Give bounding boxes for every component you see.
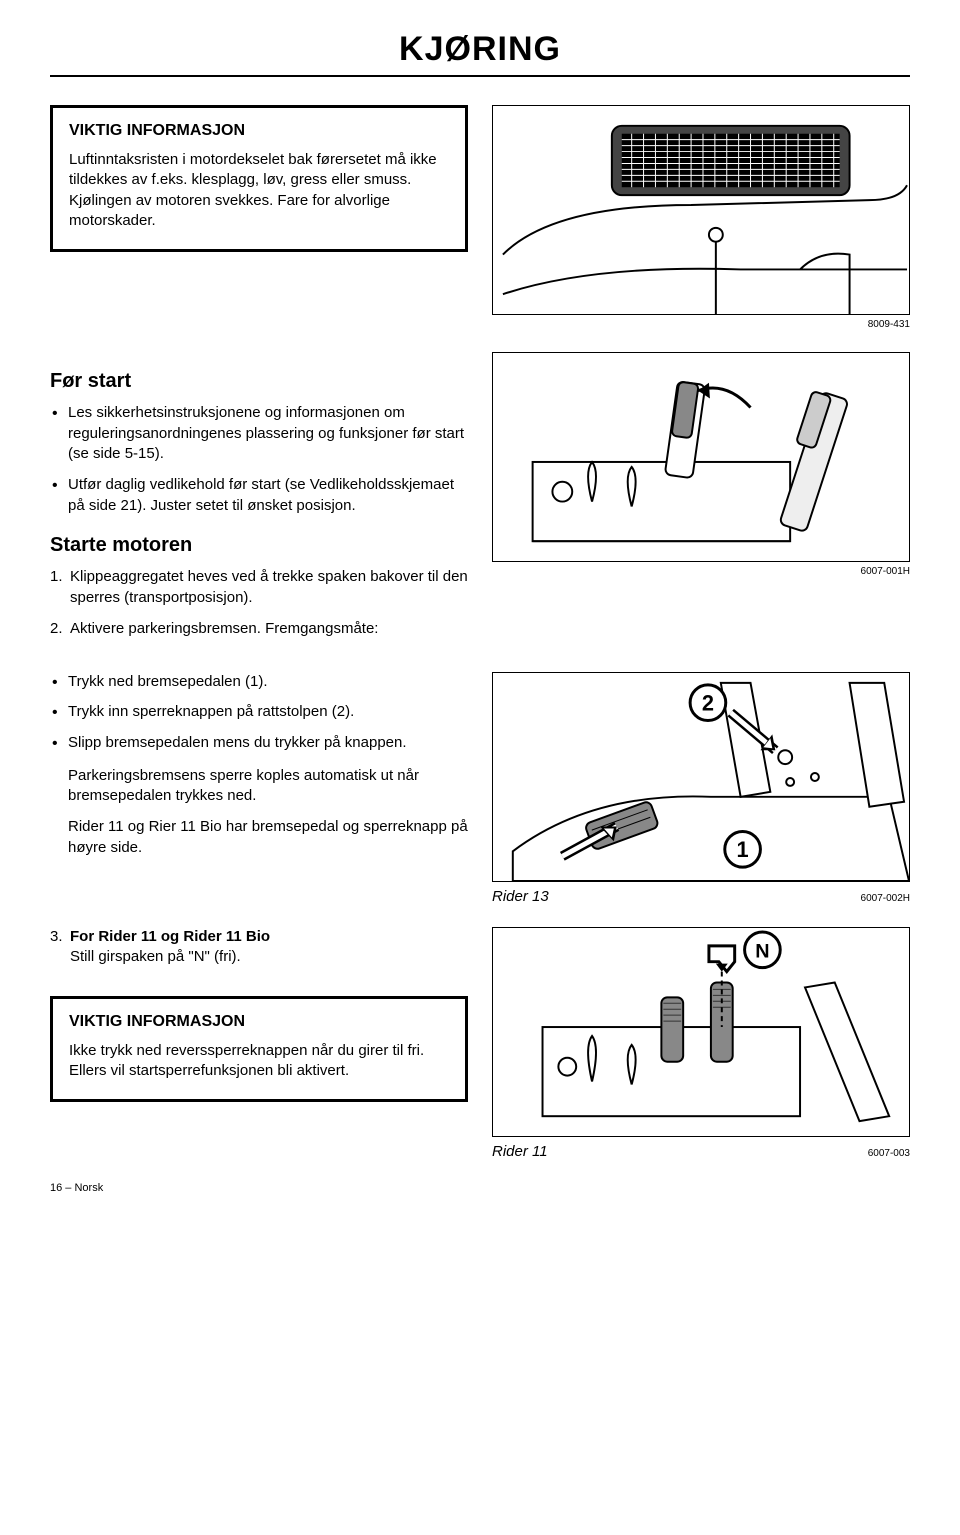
step3-text: Still girspaken på "N" (fri). xyxy=(70,948,241,965)
figure-gearshift: N xyxy=(492,927,910,1137)
page-footer: 16 – Norsk xyxy=(50,1182,910,1194)
before-start-list: Les sikkerhetsinstruksjonene og informas… xyxy=(50,403,468,516)
figure-grille xyxy=(492,105,910,315)
info-box-1-title: VIKTIG INFORMASJON xyxy=(69,122,449,140)
callout-N: N xyxy=(755,940,769,962)
list-item: 3. For Rider 11 og Rider 11 Bio Still gi… xyxy=(50,927,468,968)
step-text: Klippeaggregatet heves ved å trekke spak… xyxy=(70,568,468,606)
start-motor-steps: 1. Klippeaggregatet heves ved å trekke s… xyxy=(50,567,468,639)
info-box-2-title: VIKTIG INFORMASJON xyxy=(69,1013,449,1031)
figure-1-ref: 8009-431 xyxy=(492,319,910,330)
step3-list: 3. For Rider 11 og Rider 11 Bio Still gi… xyxy=(50,927,468,968)
figure-pedal: 2 1 xyxy=(492,672,910,882)
start-motor-heading: Starte motoren xyxy=(50,534,468,557)
page-title: KJØRING xyxy=(50,30,910,77)
info-box-1-text: Luftinntaksristen i motordekselet bak fø… xyxy=(69,150,449,231)
figure-2-ref: 6007-001H xyxy=(492,566,910,577)
step-number: 3. xyxy=(50,927,63,948)
list-item: Utfør daglig vedlikehold før start (se V… xyxy=(50,475,468,516)
list-item: Trykk ned bremsepedalen (1). xyxy=(50,672,468,693)
para-auto-release: Parkeringsbremsens sperre koples automat… xyxy=(50,766,468,807)
list-item: Les sikkerhetsinstruksjonene og informas… xyxy=(50,403,468,465)
figure-3-caption: Rider 13 xyxy=(492,888,549,905)
list-item: 2. Aktivere parkeringsbremsen. Fremgangs… xyxy=(50,619,468,640)
list-item: Slipp bremsepedalen mens du trykker på k… xyxy=(50,733,468,754)
step-number: 2. xyxy=(50,619,63,640)
step-text: Aktivere parkeringsbremsen. Fremgangsmåt… xyxy=(70,620,378,637)
step3-title: For Rider 11 og Rider 11 Bio xyxy=(70,928,270,945)
list-item: 1. Klippeaggregatet heves ved å trekke s… xyxy=(50,567,468,608)
list-item: Trykk inn sperreknappen på rattstolpen (… xyxy=(50,702,468,723)
step2-bullets: Trykk ned bremsepedalen (1). Trykk inn s… xyxy=(50,672,468,754)
info-box-2-text: Ikke trykk ned reverssperreknappen når d… xyxy=(69,1041,449,1082)
before-start-heading: Før start xyxy=(50,370,468,393)
figure-3-ref: 6007-002H xyxy=(861,893,910,904)
figure-4-ref: 6007-003 xyxy=(868,1148,910,1159)
callout-1: 1 xyxy=(737,837,749,862)
para-rider11: Rider 11 og Rier 11 Bio har bremsepedal … xyxy=(50,817,468,858)
info-box-2: VIKTIG INFORMASJON Ikke trykk ned revers… xyxy=(50,996,468,1103)
info-box-1: VIKTIG INFORMASJON Luftinntaksristen i m… xyxy=(50,105,468,252)
figure-lever xyxy=(492,352,910,562)
step-number: 1. xyxy=(50,567,63,588)
callout-2: 2 xyxy=(702,690,714,715)
figure-4-caption: Rider 11 xyxy=(492,1143,548,1160)
